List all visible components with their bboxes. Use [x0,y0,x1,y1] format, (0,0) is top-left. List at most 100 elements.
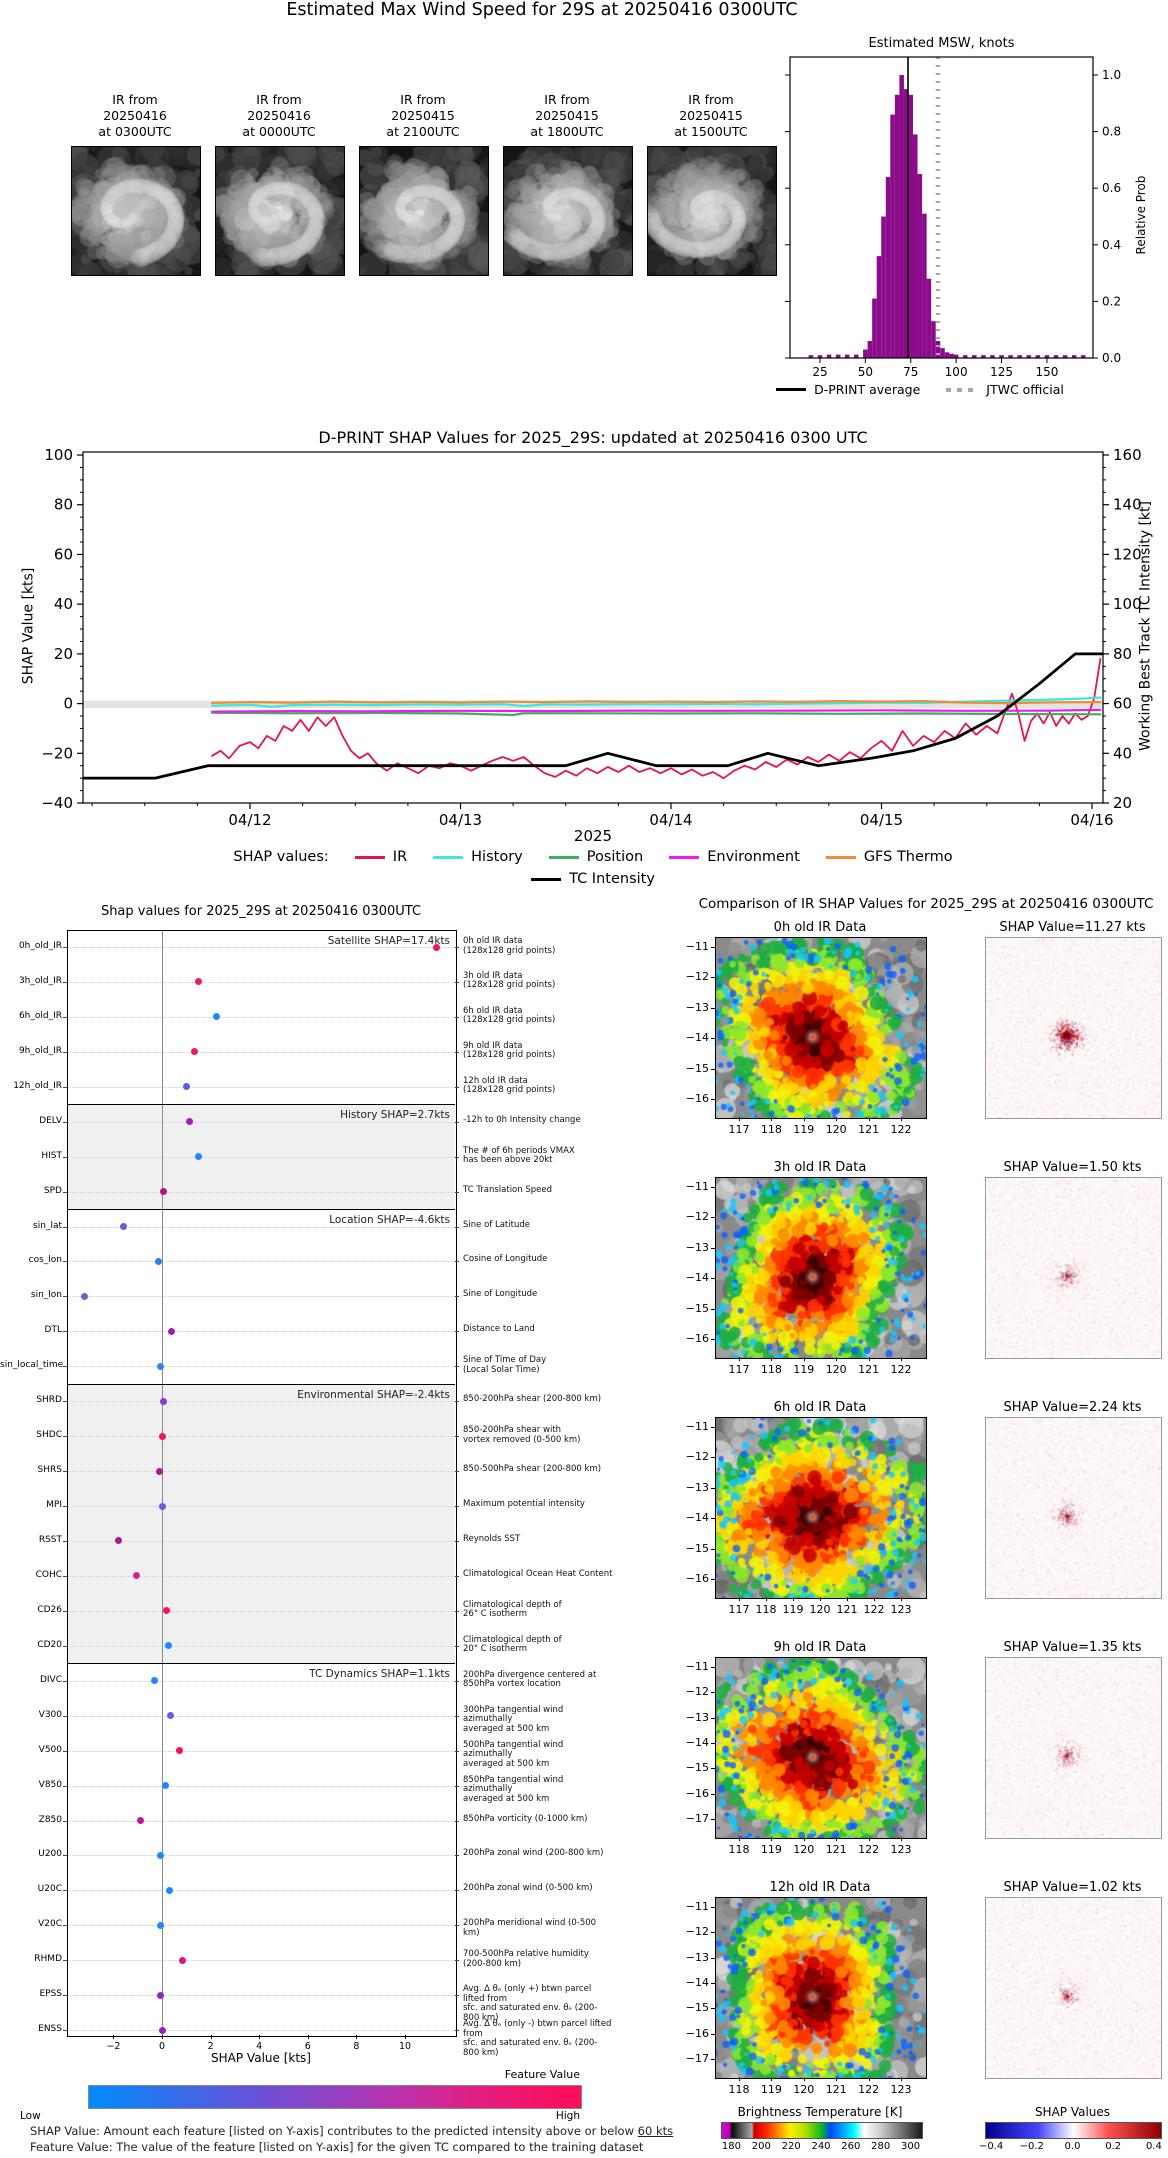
ytick-right-label: 100 [1113,595,1142,613]
histogram-bar [863,349,868,358]
ir-thumbnail-image [71,146,201,276]
legend-label: Position [586,849,644,865]
legend-swatch [669,855,700,859]
dotplot-xlabel: SHAP Value [kts] [211,2051,311,2065]
histogram-bar [990,355,995,358]
ir-thumbnail-label: IR from 20250416 at 0300UTC [98,92,172,139]
ir-thumbnail-image [359,146,489,276]
histogram-bar [962,355,968,358]
histogram-bar [940,348,945,358]
histogram-legend-item: D-PRINT average [776,382,920,397]
histogram-title: Estimated MSW, knots [868,36,1015,51]
ir-thumbnail-strip: IR from 20250416 at 0300UTC IR from 20250… [0,0,1168,300]
histogram-plot-box [789,56,1094,359]
footnote-feature-value-text: Feature Value: The value of the feature … [30,2140,644,2154]
series-tc-intensity [82,652,1104,780]
legend-label: Environment [707,849,800,865]
xtick-label: 04/12 [228,811,271,829]
histogram-bar [972,355,977,358]
footnote-shap-value: SHAP Value: Amount each feature [listed … [30,2124,673,2138]
ytick-left-label: 20 [54,645,73,663]
histogram-bar [872,298,877,358]
histogram-bar [890,114,895,359]
ytick-right-label: 20 [1113,794,1132,812]
xtick-label: 04/16 [1070,811,1113,829]
ytick-left-label: 0 [63,695,73,713]
timeseries-legend-item: Position [548,849,644,865]
ytick-left-label: 100 [44,446,73,464]
xtick-label: 04/14 [649,811,692,829]
histogram-bar [817,355,823,358]
legend-swatch [825,855,856,859]
histogram-ytick-label: 1.0 [1102,68,1121,82]
histogram-bar [908,94,914,358]
footnote-shap-value-text: SHAP Value: Amount each feature [listed … [30,2124,638,2138]
shap-values-colorbar [985,2122,1162,2139]
histogram-bar [1080,355,1086,358]
histogram-ytick-label: 0.0 [1102,351,1121,365]
ytick-right-label: 80 [1113,645,1132,663]
histogram-xtick-label: 100 [945,365,968,379]
figure-title: Estimated Max Wind Speed for 29S at 2025… [286,0,798,20]
ytick-right-label: 140 [1113,496,1142,514]
legend-swatch [776,388,807,391]
dotplot-title: Shap values for 2025_29S at 20250416 030… [100,904,422,919]
ytick-left-label: −20 [41,744,73,762]
histogram-bar [1062,355,1068,358]
legend-swatch [354,855,385,859]
histogram-bar [808,355,814,358]
legend-swatch [548,855,579,859]
histogram-bar [953,354,959,358]
ir-thumbnail-label: IR from 20250415 at 2100UTC [386,92,460,139]
histogram-bar [1053,355,1059,358]
ytick-left-label: 80 [54,496,73,514]
series-gfs-thermo [211,699,1102,705]
histogram-ytick-label: 0.2 [1102,294,1121,308]
ir-thumbnail-label: IR from 20250415 at 1800UTC [530,92,604,139]
feature-value-colorbar [88,2085,582,2109]
histogram-xtick-label: 125 [990,365,1013,379]
legend-swatch [946,387,979,392]
histogram-xtick-label: 25 [812,365,827,379]
histogram-bar [899,75,904,358]
histogram-legend: D-PRINT average JTWC official [700,382,1140,397]
ytick-left-label: −40 [41,794,73,812]
histogram-bar [894,94,900,358]
histogram-xtick-label: 150 [1035,365,1058,379]
series-ir [211,658,1102,780]
histogram-bar [926,278,932,358]
histogram-bar [867,341,873,358]
ytick-right-label: 60 [1113,695,1132,713]
ytick-right-label: 160 [1113,446,1142,464]
footnote-shap-value-underlined: 60 kts [637,2124,674,2138]
ir-comparison-title: Comparison of IR SHAP Values for 2025_29… [698,896,1154,912]
timeseries-legend-item: GFS Thermo [825,849,953,865]
histogram-bar [1071,355,1077,358]
legend-label: IR [392,849,408,865]
histogram-bar [922,213,927,358]
ir-thumbnail-image [215,146,345,276]
histogram-bar [999,355,1004,358]
timeseries-legend-row2: TC Intensity [0,871,1168,887]
histogram-bar [835,354,841,358]
histogram-xtick-label: 75 [903,365,918,379]
timeseries-legend-item: TC Intensity [531,871,655,887]
histogram-bar [876,256,882,358]
ir-thumbnail-image [503,146,633,276]
histogram-bar [944,352,950,358]
timeseries-plot-box [82,451,1104,804]
histogram-bar [1026,355,1032,358]
ytick-right-label: 40 [1113,744,1132,762]
xtick-label: 04/15 [860,811,903,829]
histogram-bar [917,174,923,358]
histogram-bar [1044,355,1050,358]
histogram-bar [981,355,986,358]
histogram-bar [931,321,936,358]
footnote-feature-value: Feature Value: The value of the feature … [30,2140,643,2154]
ir-thumbnail-label: IR from 20250415 at 1500UTC [674,92,748,139]
histogram-ytick-label: 0.8 [1102,125,1121,139]
brightness-temp-colorbar [721,2122,923,2139]
legend-label: TC Intensity [569,871,655,887]
feature-value-colorbar-title: Feature Value [504,2068,580,2081]
